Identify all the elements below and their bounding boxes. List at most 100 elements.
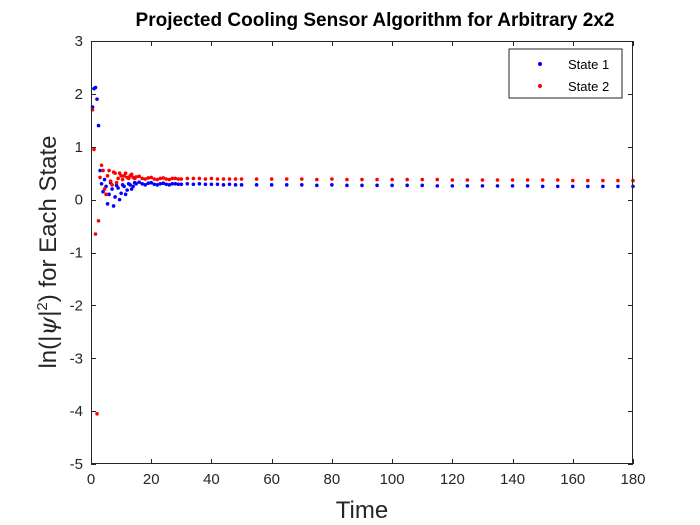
data-point-state-2	[215, 177, 220, 181]
data-point-state-2	[540, 178, 545, 182]
data-point-state-2	[137, 174, 141, 179]
legend-marker-state-1	[538, 62, 542, 66]
data-point-state-1	[93, 85, 98, 90]
y-tick-label: -3	[70, 350, 83, 367]
x-axis-label: Time	[336, 497, 388, 524]
data-point-state-1	[161, 181, 166, 186]
data-point-state-2	[465, 178, 470, 182]
y-tick-label: -2	[70, 297, 83, 314]
y-tick-label: -5	[70, 456, 83, 473]
data-point-state-1	[227, 182, 232, 187]
data-point-state-2	[254, 177, 259, 181]
data-point-state-2	[330, 177, 334, 181]
data-point-state-1	[173, 181, 178, 186]
data-point-state-1	[152, 182, 157, 187]
data-point-state-1	[233, 183, 238, 187]
data-point-state-1	[315, 183, 319, 188]
psi-symbol: ψ	[34, 316, 62, 336]
data-point-state-1	[179, 182, 184, 187]
data-point-state-1	[158, 181, 163, 186]
x-tick-label: 180	[620, 471, 645, 488]
data-point-state-1	[116, 186, 120, 190]
data-point-state-2	[299, 177, 304, 181]
data-point-state-2	[96, 218, 101, 223]
data-point-state-1	[110, 187, 114, 191]
data-point-state-1	[197, 181, 202, 186]
data-point-state-2	[122, 174, 126, 178]
x-tick-label: 140	[500, 471, 525, 488]
data-point-state-2	[586, 178, 590, 183]
x-tick-label: 100	[380, 471, 405, 488]
data-point-state-2	[155, 177, 160, 182]
data-point-state-1	[465, 184, 470, 188]
data-point-state-1	[167, 183, 172, 187]
data-point-state-2	[197, 176, 202, 181]
data-point-state-1	[95, 97, 99, 101]
data-point-state-2	[525, 178, 530, 182]
data-point-state-2	[143, 177, 147, 181]
data-point-state-2	[99, 163, 104, 168]
data-point-state-1	[480, 184, 485, 188]
data-point-state-2	[119, 174, 123, 178]
data-point-state-1	[119, 191, 123, 196]
data-point-state-1	[155, 183, 160, 187]
series-state-2	[90, 107, 635, 416]
x-tick-labels: 0 20 40 60 80 100 120 140 160 180	[87, 471, 646, 488]
data-point-state-1	[450, 184, 455, 188]
data-point-state-2	[149, 175, 154, 180]
series-state-1	[90, 85, 635, 208]
data-point-state-2	[345, 177, 349, 182]
data-point-state-1	[435, 184, 440, 188]
data-point-state-1	[122, 184, 126, 189]
y-axis-label-prefix: ln(|	[35, 336, 62, 369]
data-point-state-2	[239, 177, 244, 181]
data-point-state-1	[616, 184, 620, 189]
data-point-state-2	[164, 177, 169, 181]
data-point-state-2	[221, 177, 226, 181]
data-point-state-1	[209, 182, 214, 187]
data-point-state-2	[114, 180, 119, 185]
data-point-state-1	[221, 183, 226, 187]
y-axis-label-exponent: 2	[34, 302, 51, 310]
data-point-state-1	[96, 123, 101, 128]
data-point-state-1	[123, 192, 128, 197]
axis-ticks	[91, 41, 634, 465]
data-point-state-2	[360, 177, 364, 182]
data-point-state-1	[269, 183, 274, 187]
data-point-state-2	[95, 411, 99, 416]
data-point-state-1	[215, 182, 220, 187]
y-axis-label-bar: |	[35, 311, 62, 317]
data-point-state-2	[105, 174, 110, 178]
data-point-state-2	[495, 178, 500, 182]
data-point-state-1	[203, 182, 208, 187]
legend-label-state-1: State 1	[568, 57, 609, 72]
data-point-state-2	[203, 177, 208, 181]
y-tick-label: -4	[70, 403, 83, 420]
y-tick-label: 3	[75, 33, 83, 50]
data-point-state-1	[420, 183, 425, 188]
data-point-state-1	[360, 183, 364, 188]
data-point-state-1	[330, 183, 334, 187]
data-point-state-1	[525, 184, 530, 188]
data-point-state-1	[113, 195, 117, 199]
data-point-state-2	[405, 177, 409, 182]
data-point-state-2	[616, 178, 620, 183]
data-point-state-2	[176, 177, 181, 181]
data-point-state-2	[134, 175, 138, 179]
data-point-state-2	[173, 176, 178, 181]
data-point-state-1	[105, 202, 110, 206]
data-point-state-2	[167, 177, 172, 182]
data-point-state-1	[345, 183, 349, 188]
x-tick-label: 40	[203, 471, 220, 488]
data-point-state-2	[269, 177, 274, 181]
y-tick-label: 0	[75, 192, 83, 209]
data-point-state-1	[375, 183, 379, 188]
data-point-state-2	[601, 178, 605, 183]
data-point-state-2	[480, 178, 485, 182]
data-point-state-1	[146, 181, 151, 186]
data-point-state-2	[108, 179, 113, 183]
data-point-state-2	[140, 176, 144, 181]
data-point-state-2	[101, 168, 105, 173]
data-point-state-1	[185, 181, 190, 186]
data-point-state-2	[98, 175, 102, 180]
